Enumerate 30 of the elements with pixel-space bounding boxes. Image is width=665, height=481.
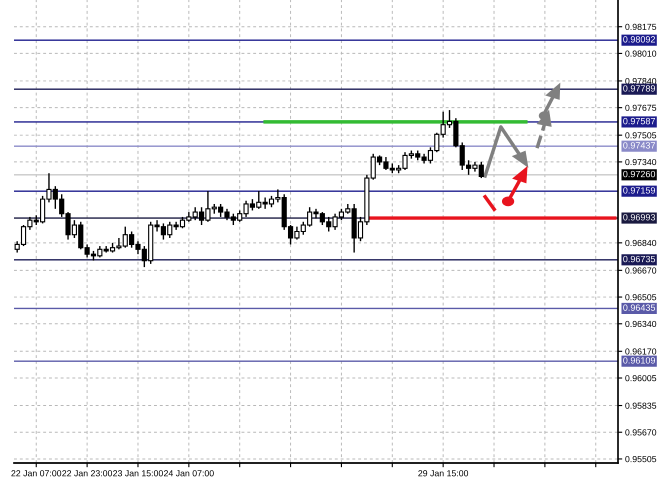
y-tick-label: 0.96340: [625, 320, 656, 328]
x-tick-label: 29 Jan 15:00: [418, 470, 468, 476]
ref-line-label: 0.96109: [623, 357, 656, 364]
y-tick-label: 0.96505: [625, 294, 656, 300]
x-tick-label: 24 Jan 07:00: [164, 470, 214, 476]
y-tick-label: 0.95670: [625, 429, 656, 436]
ref-line-label: 0.98092: [623, 36, 656, 43]
ref-line-label: 0.96993: [623, 214, 656, 220]
x-tick-label: 22 Jan 07:00: [11, 470, 62, 476]
ref-line-label: 0.97437: [623, 142, 656, 149]
y-tick-label: 0.96170: [625, 348, 656, 355]
ref-line-label: 0.97260: [623, 170, 656, 178]
ref-line-label: 0.97789: [623, 85, 656, 92]
ref-line-label: 0.97159: [623, 187, 656, 194]
y-tick-label: 0.96670: [625, 267, 656, 274]
y-tick-label: 0.97675: [625, 104, 656, 111]
y-tick-label: 0.97505: [625, 132, 656, 138]
x-tick-label: 23 Jan 15:00: [113, 470, 163, 476]
y-tick-label: 0.95835: [625, 402, 656, 409]
y-tick-label: 0.97340: [625, 158, 656, 166]
y-tick-label: 0.98175: [625, 24, 656, 30]
y-tick-label: 0.96005: [625, 375, 656, 382]
ref-line-label: 0.96735: [623, 256, 656, 262]
ref-line-label: 0.97587: [623, 118, 656, 124]
y-tick-label: 0.98010: [625, 50, 656, 57]
y-tick-label: 0.97840: [625, 78, 656, 84]
ref-line-label: 0.96435: [623, 304, 656, 311]
y-tick-label: 0.96840: [625, 240, 656, 246]
y-tick-label: 0.95505: [625, 456, 656, 462]
x-tick-label: 22 Jan 23:00: [62, 470, 112, 476]
